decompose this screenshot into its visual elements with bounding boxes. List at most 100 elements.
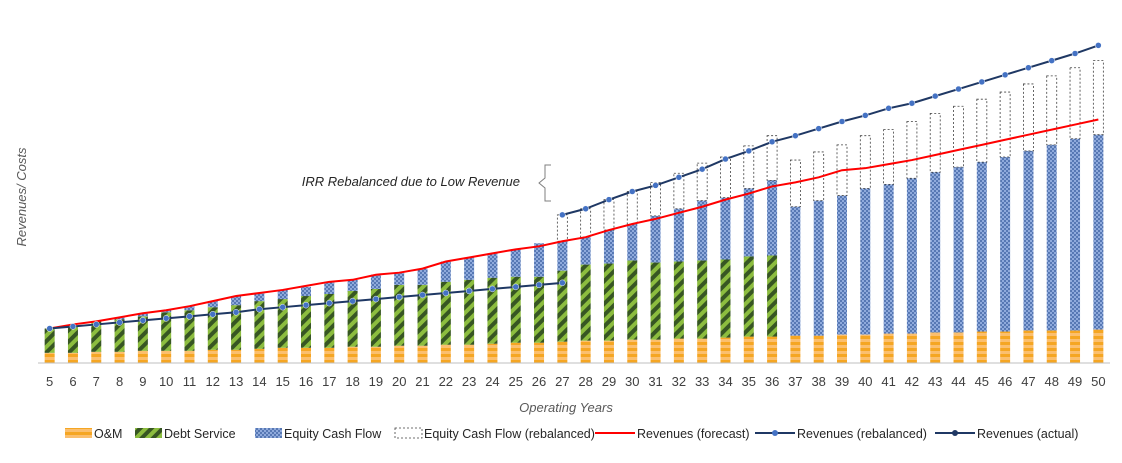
bar-om <box>976 331 987 363</box>
bar-om <box>697 338 708 363</box>
bar-om <box>1000 331 1011 363</box>
x-tick-label: 47 <box>1021 374 1035 389</box>
bar-debt-service <box>464 279 475 345</box>
legend-revenues-forecast: Revenues (forecast) <box>595 427 750 441</box>
bar-equity-cash-flow <box>324 281 335 294</box>
bar-debt-service <box>394 284 405 346</box>
bar-debt-service <box>534 276 545 343</box>
bar-om <box>161 350 172 363</box>
x-tick-label: 48 <box>1045 374 1059 389</box>
line-revenues-actual-point <box>162 315 170 322</box>
x-tick-label: 44 <box>951 374 965 389</box>
line-revenues-rebalanced-point <box>1048 57 1055 64</box>
line-revenues-actual-point <box>442 289 450 297</box>
bar-equity-rebalanced <box>743 145 755 189</box>
bar-equity-cash-flow <box>930 172 941 333</box>
bar-debt-service <box>510 276 521 343</box>
line-revenues-rebalanced-point <box>978 78 986 86</box>
bar-equity-cash-flow <box>743 188 754 257</box>
bar-equity-rebalanced <box>999 91 1011 158</box>
bar-equity-cash-flow <box>207 301 218 308</box>
line-revenues-rebalanced-point <box>675 174 683 181</box>
line-revenues-actual-point <box>69 323 77 330</box>
x-tick-label: 18 <box>345 374 359 389</box>
bar-om <box>487 343 498 363</box>
bar-debt-service <box>743 256 754 337</box>
line-revenues-actual-point <box>232 309 240 316</box>
bar-equity-cash-flow <box>161 310 172 313</box>
line-revenues-rebalanced-point <box>745 147 753 155</box>
bar-debt-service <box>603 263 614 341</box>
bar-equity-rebalanced <box>836 144 848 196</box>
legend-revenues-forecast-label: Revenues (forecast) <box>637 427 750 441</box>
x-tick-label: 19 <box>369 374 383 389</box>
line-revenues-rebalanced-point <box>838 118 846 125</box>
line-revenues-rebalanced-point <box>1095 42 1102 49</box>
line-revenues-actual-point <box>512 283 519 291</box>
bar-equity-cash-flow <box>976 162 987 332</box>
bar-debt-service <box>277 299 288 348</box>
bar-om <box>464 344 475 363</box>
legend-debt-service: Debt Service <box>135 427 236 441</box>
line-revenues-rebalanced-point <box>885 105 892 112</box>
line-revenues-rebalanced-point <box>792 132 799 139</box>
bar-equity-cash-flow <box>790 206 801 336</box>
x-tick-label: 22 <box>439 374 453 389</box>
line-revenues-actual-point <box>395 293 403 301</box>
bar-equity-cash-flow <box>301 286 311 297</box>
line-revenues-actual-point <box>209 311 217 318</box>
x-tick-label: 27 <box>555 374 569 389</box>
bar-equity-rebalanced <box>673 172 685 210</box>
bar-om <box>114 351 125 363</box>
bar-debt-service <box>44 328 55 353</box>
bar-om <box>137 350 148 363</box>
x-tick-label: 6 <box>69 374 76 389</box>
bar-debt-service <box>697 260 708 339</box>
bar-om <box>534 342 545 363</box>
line-revenues-actual-point <box>46 325 53 332</box>
legend-equity-rebalanced: Equity Cash Flow (rebalanced) <box>394 427 595 441</box>
bar-equity-rebalanced <box>720 156 731 199</box>
x-tick-label: 38 <box>811 374 825 389</box>
legend-revenues-actual-marker <box>952 430 958 436</box>
bar-equity-cash-flow <box>347 279 358 291</box>
line-revenues-rebalanced-point <box>722 155 729 163</box>
bar-equity-cash-flow <box>1070 138 1081 331</box>
bar-debt-service <box>137 316 148 351</box>
bar-equity-rebalanced <box>556 214 568 242</box>
bar-equity-cash-flow <box>1093 134 1104 330</box>
x-tick-label: 14 <box>252 374 266 389</box>
bar-equity-cash-flow <box>277 289 288 300</box>
bar-equity-cash-flow <box>650 215 661 263</box>
annotation-brace <box>538 164 551 202</box>
line-revenues-actual-point <box>279 303 286 311</box>
bar-equity-cash-flow <box>860 188 871 335</box>
legend-om-label: O&M <box>94 427 122 441</box>
x-tick-label: 49 <box>1068 374 1082 389</box>
x-tick-label: 29 <box>602 374 616 389</box>
bar-debt-service <box>370 288 381 347</box>
x-tick-label: 30 <box>625 374 639 389</box>
line-revenues-actual-point <box>465 287 473 295</box>
bar-om <box>837 334 847 363</box>
bar-equity-rebalanced <box>1092 60 1104 136</box>
bar-om <box>324 347 335 363</box>
line-revenues-rebalanced-point <box>582 205 589 213</box>
bar-equity-cash-flow <box>837 195 847 335</box>
bar-om <box>627 339 638 363</box>
x-tick-label: 7 <box>93 374 100 389</box>
bar-om <box>1093 329 1104 363</box>
bar-equity-cash-flow <box>603 230 614 264</box>
bar-debt-service <box>440 281 451 345</box>
line-revenues-rebalanced <box>562 44 1099 216</box>
x-tick-label: 35 <box>742 374 756 389</box>
bar-debt-service <box>627 260 638 340</box>
bar-om <box>790 335 801 363</box>
line-revenues-rebalanced-point <box>862 112 869 119</box>
bar-debt-service <box>720 259 731 338</box>
bar-om <box>91 351 102 363</box>
line-revenues-actual-point <box>116 319 123 326</box>
line-revenues-rebalanced-point <box>815 125 822 132</box>
bar-debt-service <box>487 277 498 344</box>
x-tick-label: 34 <box>718 374 732 389</box>
